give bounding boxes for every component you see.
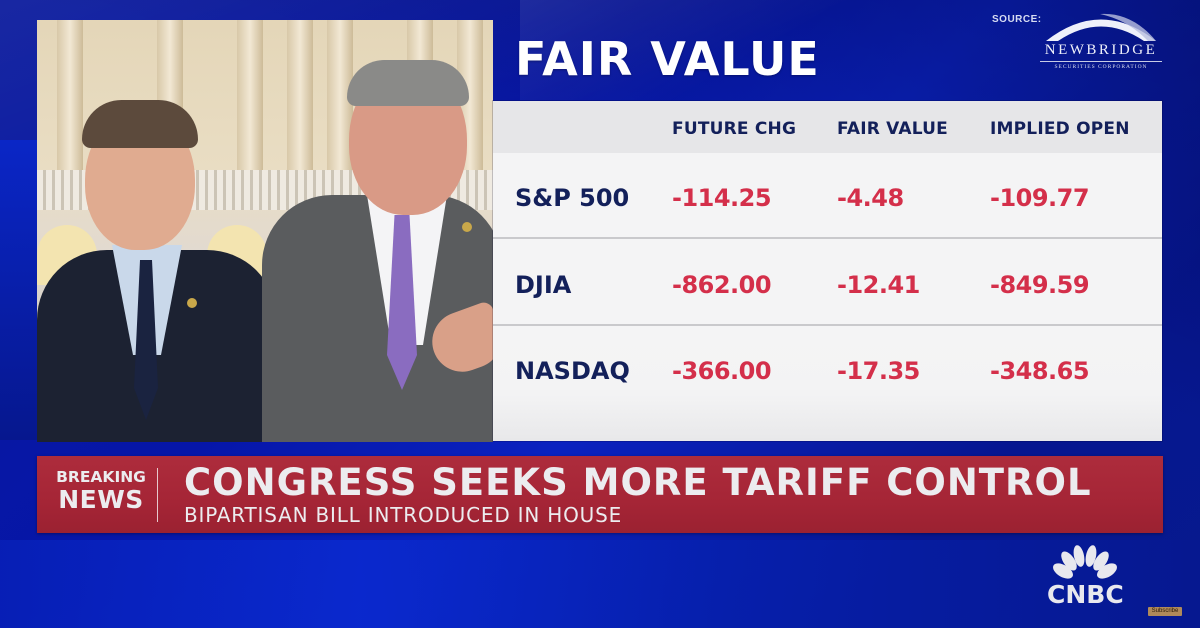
implied-open-value: -109.77 [990, 184, 1090, 212]
table-row: S&P 500 -114.25 -4.48 -109.77 [493, 153, 1162, 239]
cnbc-wordmark: CNBC [1047, 580, 1124, 609]
implied-open-value: -849.59 [990, 271, 1090, 299]
background-facet [0, 140, 40, 440]
future-chg-value: -862.00 [672, 271, 772, 299]
video-feed [37, 20, 493, 442]
newbridge-wordmark: NEWBRIDGE [1044, 42, 1158, 58]
source-label: SOURCE: [992, 14, 1042, 25]
news-label: NEWS [58, 484, 144, 514]
index-name: DJIA [515, 271, 572, 299]
implied-open-value: -348.65 [990, 357, 1090, 385]
subheadline: BIPARTISAN BILL INTRODUCED IN HOUSE [184, 503, 623, 527]
breaking-label: BREAKING [56, 468, 146, 486]
person-right-hair [347, 60, 469, 106]
future-chg-value: -366.00 [672, 357, 772, 385]
column-header-future-chg: FUTURE CHG [672, 119, 797, 139]
table-header: FUTURE CHG FAIR VALUE IMPLIED OPEN [493, 101, 1162, 153]
background-facet [0, 540, 1200, 628]
cnbc-logo: CNBC [1043, 545, 1124, 615]
column-header-fair-value: FAIR VALUE [837, 119, 948, 139]
newbridge-logo: NEWBRIDGE SECURITIES CORPORATION [1030, 8, 1170, 72]
fair-value-value: -4.48 [837, 184, 904, 212]
person-left-hair [82, 100, 198, 148]
table-row: NASDAQ -366.00 -17.35 -348.65 [493, 326, 1162, 441]
lapel-pin-icon [462, 222, 472, 232]
fair-value-value: -17.35 [837, 357, 920, 385]
headline: CONGRESS SEEKS MORE TARIFF CONTROL [184, 461, 1092, 504]
column [237, 20, 263, 170]
bridge-arch-icon [1046, 13, 1156, 41]
lapel-pin-icon [187, 298, 197, 308]
graphic-title: FAIR VALUE [515, 32, 820, 86]
index-name: S&P 500 [515, 184, 630, 212]
breaking-news-banner: BREAKING NEWS CONGRESS SEEKS MORE TARIFF… [37, 456, 1163, 533]
newbridge-subtitle: SECURITIES CORPORATION [1054, 64, 1148, 70]
subscribe-button[interactable]: Subscribe [1148, 607, 1182, 616]
banner-divider [157, 468, 158, 522]
fair-value-value: -12.41 [837, 271, 920, 299]
breaking-news-tag: BREAKING NEWS [47, 468, 155, 514]
logo-rule [1040, 61, 1162, 62]
future-chg-value: -114.25 [672, 184, 772, 212]
table-row: DJIA -862.00 -12.41 -849.59 [493, 240, 1162, 326]
column-header-implied-open: IMPLIED OPEN [990, 119, 1130, 139]
fair-value-table: FUTURE CHG FAIR VALUE IMPLIED OPEN S&P 5… [493, 101, 1162, 441]
column [287, 20, 313, 170]
index-name: NASDAQ [515, 357, 630, 385]
column [57, 20, 83, 170]
peacock-icon [1053, 545, 1117, 579]
